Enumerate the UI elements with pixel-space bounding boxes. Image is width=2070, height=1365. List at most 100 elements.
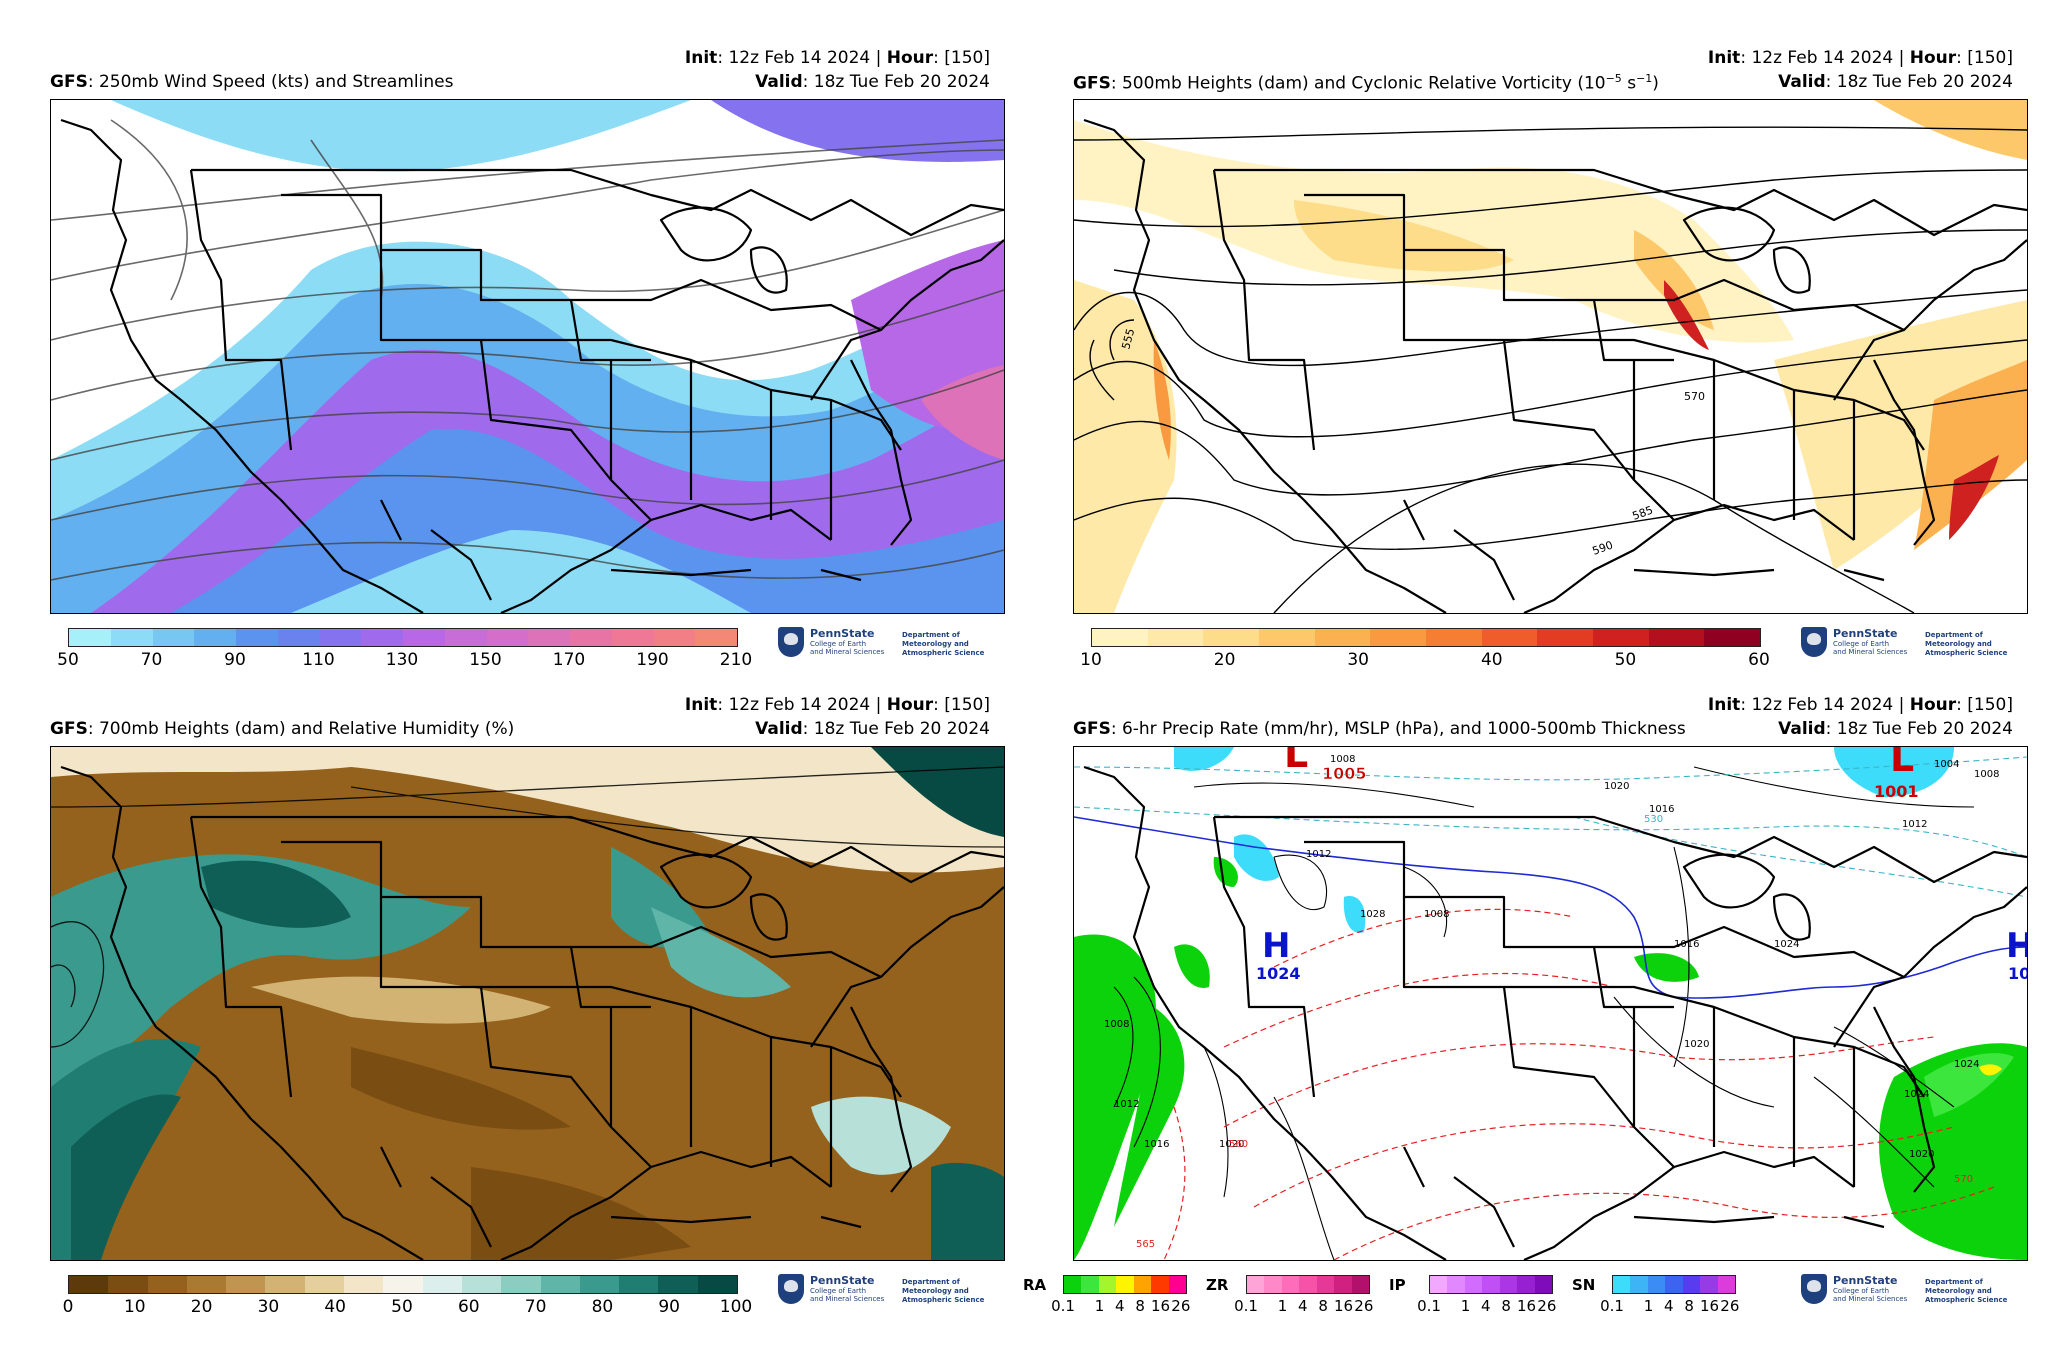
colorbar-swatch [540,1276,580,1293]
logo-department: Department of Meteorology and Atmospheric … [902,1278,985,1304]
isobar-label: 1012 [1114,1099,1139,1110]
init-header: Init: 12z Feb 14 2024 | Hour: [150] [684,48,990,68]
colorbar-tick: 40 [324,1297,347,1317]
colorbar-swatch [1203,629,1260,646]
rh-colorbar [68,1275,738,1294]
colorbar-swatch [1537,629,1594,646]
low-pressure-label: L [1284,747,1308,776]
precip-colorbar [1246,1275,1370,1294]
panel-500mb-vorticity: Init: 12z Feb 14 2024 | Hour: [150] Vali… [1023,0,2028,670]
precip-tick: 8 [1684,1297,1694,1315]
isobar-label: 1024 [1954,1059,1979,1070]
init-header: Init: 12z Feb 14 2024 | Hour: [150] [1707,48,2013,68]
isobar-label: 1020 [1684,1039,1709,1050]
logo-name: PennState [1833,1274,1898,1287]
colorbar-swatch [1299,1276,1317,1293]
valid-header: Valid: 18z Tue Feb 20 2024 [1778,719,2013,739]
valid-header: Valid: 18z Tue Feb 20 2024 [1778,72,2013,92]
pennstate-logo: PennState College of Earth and Mineral Sc… [778,1274,993,1312]
precip-tick: 1 [1094,1297,1105,1315]
colorbar-swatch [444,629,487,646]
colorbar-swatch [194,629,236,646]
colorbar-swatch [1464,1276,1483,1293]
thickness-label: 570 [1954,1174,1973,1185]
colorbar-swatch [1116,1276,1134,1293]
precip-tick: 16 [1699,1297,1720,1315]
colorbar-swatch [501,1276,541,1293]
wind-speed-ticks: 50 70 90 110 130 150 170 190 210 [57,650,752,672]
colorbar-swatch [1704,629,1761,646]
valid-header: Valid: 18z Tue Feb 20 2024 [755,719,990,739]
colorbar-swatch [344,1276,384,1293]
colorbar-swatch [697,1276,738,1293]
colorbar-swatch [147,1276,187,1293]
colorbar-tick: 60 [457,1297,480,1317]
logo-department: Department of Meteorology and Atmospheric … [1925,1278,2008,1304]
isobar-label: 1020 [1909,1149,1934,1160]
colorbar-tick: 110 [302,650,335,670]
logo-name: PennState [810,627,875,640]
colorbar-swatch [570,629,612,646]
precip-colorbar [1063,1275,1187,1294]
colorbar-swatch [1133,1276,1152,1293]
isobar-label: 1016 [1674,939,1699,950]
panel-precip-mslp: Init: 12z Feb 14 2024 | Hour: [150] Vali… [1023,647,2028,1315]
colorbar-tick: 80 [591,1297,614,1317]
map-500mb-vorticity: 555 570 585 590 [1073,99,2028,614]
colorbar-tick: 130 [385,650,419,670]
colorbar-tick: 190 [636,650,669,670]
colorbar-swatch [1665,1276,1683,1293]
isobar-label: 1016 [1144,1139,1169,1150]
colorbar-tick: 30 [1347,650,1370,670]
isobar-label: 1016 [1649,804,1674,815]
colorbar-swatch [361,629,403,646]
colorbar-tick: 90 [658,1297,681,1317]
precip-tick: 4 [1664,1297,1674,1315]
isobar-label: 1008 [1424,909,1449,920]
precip-tick: 0.1 [1600,1297,1624,1315]
colorbar-swatch [579,1276,620,1293]
thickness-label: 530 [1644,814,1663,825]
logo-college: College of Earth and Mineral Sciences [1833,1287,1908,1303]
precip-tick: 4 [1115,1297,1125,1315]
colorbar-swatch [108,1276,148,1293]
panel-700mb-rh: Init: 12z Feb 14 2024 | Hour: [150] Vali… [0,647,1005,1317]
colorbar-swatch [1098,1276,1117,1293]
logo-department: Department of Meteorology and Atmospheric … [902,631,985,657]
pennstate-shield-icon [1801,627,1827,657]
precip-type-label: IP [1389,1276,1406,1294]
colorbar-tick: 150 [469,650,502,670]
logo-name: PennState [810,1274,875,1287]
colorbar-swatch [383,1276,423,1293]
precip-type-label: RA [1023,1276,1047,1294]
colorbar-tick: 100 [719,1297,753,1317]
panel-title: GFS: 500mb Heights (dam) and Cyclonic Re… [1073,72,1659,94]
colorbar-tick: 70 [140,650,163,670]
precip-type-label: SN [1572,1276,1596,1294]
colorbar-tick: 20 [1213,650,1236,670]
high-pressure-value: 10 [2008,964,2027,983]
colorbar-swatch [1517,1276,1535,1293]
colorbar-swatch [1151,1276,1169,1293]
precip-colorbar [1429,1275,1553,1294]
colorbar-swatch [277,629,320,646]
precip-tick: 0.1 [1051,1297,1075,1315]
colorbar-swatch [1064,1276,1082,1293]
precip-tick: 8 [1135,1297,1145,1315]
colorbar-swatch [1593,629,1649,646]
contour-label-570: 570 [1684,390,1705,403]
colorbar-swatch [152,629,195,646]
colorbar-swatch [422,1276,462,1293]
colorbar-swatch [528,629,570,646]
colorbar-swatch [1482,1276,1500,1293]
colorbar-swatch [653,629,696,646]
thickness-label: 565 [1136,1239,1155,1250]
pennstate-shield-icon [778,1274,804,1304]
vorticity-ticks: 10 20 30 40 50 60 [1080,650,1770,672]
colorbar-swatch [69,629,111,646]
pennstate-shield-icon [778,627,804,657]
high-pressure-label: H [1262,926,1290,966]
precip-tick: 4 [1298,1297,1308,1315]
colorbar-swatch [1481,629,1538,646]
high-pressure-label: H [2006,926,2027,966]
